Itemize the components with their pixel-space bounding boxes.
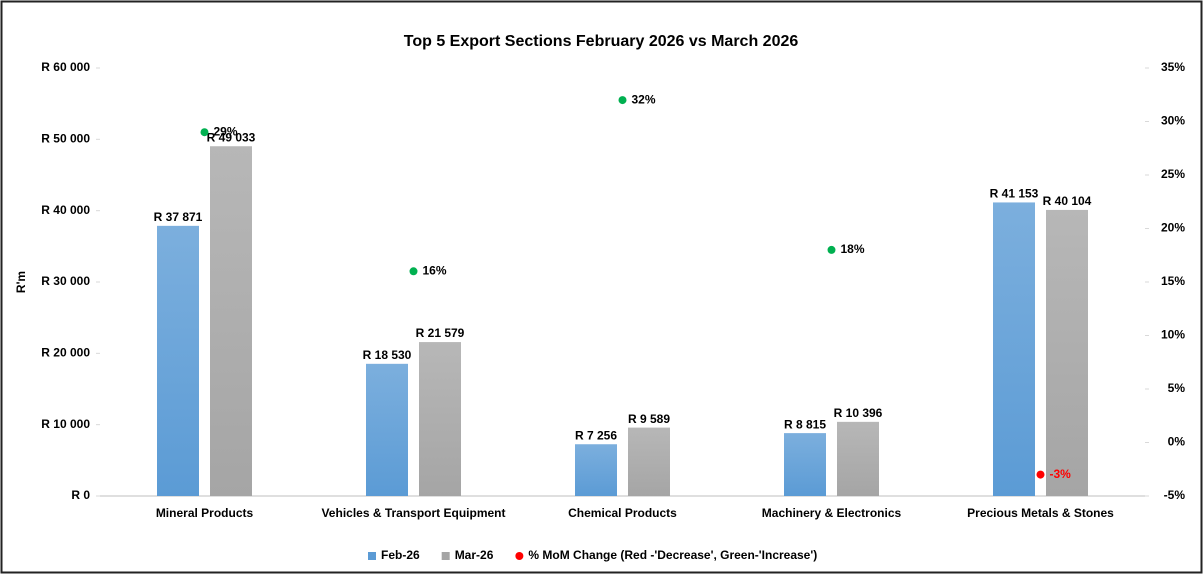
point-label: 32%	[632, 92, 656, 106]
y2-tick-label: 0%	[1168, 435, 1186, 449]
bar	[419, 342, 461, 496]
bar	[575, 444, 617, 496]
x-tick-label: Precious Metals & Stones	[967, 506, 1114, 520]
x-tick-label: Mineral Products	[156, 506, 254, 520]
bar	[366, 363, 408, 496]
point	[409, 267, 418, 276]
legend-label: % MoM Change (Red -'Decrease', Green-'In…	[528, 548, 817, 562]
point	[827, 245, 836, 254]
legend-label: Mar-26	[455, 548, 494, 562]
y2-tick-label: -5%	[1164, 488, 1186, 502]
x-tick-label: Vehicles & Transport Equipment	[321, 506, 505, 520]
y2-tick-label: 5%	[1168, 381, 1186, 395]
bar	[1046, 209, 1088, 496]
bar	[837, 421, 879, 496]
bar-value-label: R 7 256	[575, 428, 617, 442]
y-tick-label: R 30 000	[41, 274, 90, 288]
legend-label: Feb-26	[381, 548, 420, 562]
bar-value-label: R 49 033	[207, 130, 256, 144]
bar	[210, 146, 252, 496]
x-tick-label: Machinery & Electronics	[762, 506, 902, 520]
y2-tick-label: 20%	[1161, 221, 1185, 235]
y-tick-label: R 20 000	[41, 346, 90, 360]
legend-marker	[515, 552, 524, 560]
bar-value-label: R 9 589	[628, 412, 670, 426]
y-tick-label: R 50 000	[41, 132, 90, 146]
chart-title: Top 5 Export Sections February 2026 vs M…	[404, 33, 799, 50]
y-tick-label: R 40 000	[41, 203, 90, 217]
bar-value-label: R 40 104	[1043, 194, 1092, 208]
point	[200, 128, 209, 137]
y2-tick-label: 35%	[1161, 60, 1185, 74]
y-tick-label: R 10 000	[41, 417, 90, 431]
point	[618, 96, 627, 105]
bar-value-label: R 37 871	[154, 210, 203, 224]
y2-tick-label: 15%	[1161, 274, 1185, 288]
y2-tick-label: 25%	[1161, 167, 1185, 181]
point-label: 16%	[423, 263, 447, 277]
y-tick-label: R 0	[71, 488, 90, 502]
bar-value-label: R 21 579	[416, 326, 465, 340]
legend-marker	[441, 552, 450, 560]
y2-tick-label: 10%	[1161, 328, 1185, 342]
bar-value-label: R 10 396	[834, 406, 883, 420]
bar-value-label: R 41 153	[990, 187, 1039, 201]
bar	[628, 427, 670, 496]
y-axis-title: R'm	[14, 271, 28, 293]
bar-value-label: R 18 530	[363, 348, 412, 362]
x-tick-label: Chemical Products	[568, 506, 677, 520]
bar	[784, 433, 826, 496]
point-label: 29%	[214, 124, 238, 138]
bar-value-label: R 8 815	[784, 417, 826, 431]
bar	[993, 202, 1035, 496]
bar	[157, 225, 199, 497]
point-label: -3%	[1050, 467, 1072, 481]
point-label: 18%	[841, 242, 865, 256]
legend-marker	[368, 552, 376, 560]
point	[1036, 470, 1045, 479]
y-tick-label: R 60 000	[41, 60, 90, 74]
y2-tick-label: 30%	[1161, 114, 1185, 128]
